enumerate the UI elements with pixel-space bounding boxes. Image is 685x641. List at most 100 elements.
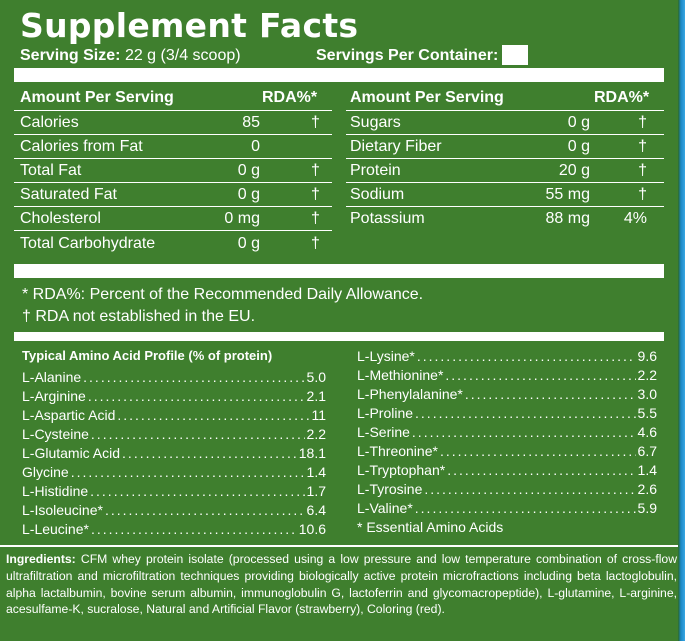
amino-row: L-Phenylalanine* 3.0 bbox=[357, 385, 657, 404]
amino-name: L-Valine* bbox=[357, 500, 413, 516]
amino-row: L-Lysine* 9.6 bbox=[357, 347, 657, 366]
leader-dots bbox=[122, 444, 297, 462]
nutrient-rda: † bbox=[311, 162, 320, 179]
nutrient-name: Calories bbox=[20, 114, 79, 131]
amino-name: L-Cysteine bbox=[22, 426, 89, 442]
amino-name: L-Tyrosine bbox=[357, 481, 423, 497]
leader-dots bbox=[465, 385, 636, 403]
amino-name: L-Isoleucine* bbox=[22, 502, 103, 518]
nutrient-amount: 55 mg bbox=[545, 186, 590, 203]
amino-row: Glycine 1.4 bbox=[22, 463, 326, 482]
leader-dots bbox=[105, 501, 305, 519]
amino-row: L-Glutamic Acid 18.1 bbox=[22, 444, 326, 463]
divider bbox=[346, 182, 664, 183]
amino-value: 1.4 bbox=[306, 464, 326, 480]
amino-row: L-Methionine* 2.2 bbox=[357, 366, 657, 385]
amino-value: 3.0 bbox=[637, 386, 657, 402]
amino-row: L-Threonine* 6.7 bbox=[357, 442, 657, 461]
ingredients-text: CFM whey protein isolate (processed usin… bbox=[6, 552, 678, 617]
leader-dots bbox=[83, 368, 304, 386]
divider bbox=[346, 206, 664, 207]
amino-row: L-Tryptophan* 1.4 bbox=[357, 461, 657, 480]
serving-size-label: Serving Size: bbox=[20, 47, 121, 64]
amino-row: L-Arginine 2.1 bbox=[22, 387, 326, 406]
leader-dots bbox=[90, 482, 304, 500]
leader-dots bbox=[424, 480, 635, 498]
amino-name: L-Tryptophan* bbox=[357, 462, 446, 478]
amino-value: 6.4 bbox=[306, 502, 326, 518]
serving-size: Serving Size: 22 g (3/4 scoop) bbox=[20, 47, 241, 65]
right-header-label: Amount Per Serving bbox=[350, 89, 504, 106]
leader-dots bbox=[117, 406, 309, 424]
amino-value: 10.6 bbox=[298, 521, 326, 537]
nutrient-amount: 0 g bbox=[237, 235, 260, 252]
nutrient-name: Total Fat bbox=[20, 162, 82, 179]
nutrient-name: Sodium bbox=[350, 186, 405, 203]
leader-dots bbox=[88, 387, 305, 405]
amino-row: L-Proline 5.5 bbox=[357, 404, 657, 423]
left-header-label: Amount Per Serving bbox=[20, 89, 174, 106]
amino-row: L-Histidine 1.7 bbox=[22, 482, 326, 501]
amino-name: Glycine bbox=[22, 464, 69, 480]
nutrient-name: Cholesterol bbox=[20, 210, 101, 227]
nutrient-amount: 85 bbox=[242, 114, 260, 131]
nutrient-name: Saturated Fat bbox=[20, 186, 117, 203]
amino-value: 2.1 bbox=[306, 388, 326, 404]
amino-row: L-Alanine 5.0 bbox=[22, 368, 326, 387]
nutrient-amount: 0 g bbox=[567, 138, 590, 155]
amino-name: L-Arginine bbox=[22, 388, 86, 404]
amino-row: L-Cysteine 2.2 bbox=[22, 425, 326, 444]
leader-dots bbox=[447, 461, 635, 479]
nutrient-amount: 20 g bbox=[558, 162, 590, 179]
serving-size-value: 22 g (3/4 scoop) bbox=[124, 47, 241, 64]
amino-value: 2.2 bbox=[637, 367, 657, 383]
leader-dots bbox=[417, 347, 636, 365]
nutrient-name: Dietary Fiber bbox=[350, 138, 442, 155]
divider bbox=[346, 158, 664, 159]
divider bbox=[14, 110, 332, 111]
leader-dots bbox=[415, 404, 636, 422]
amino-value: 1.7 bbox=[306, 483, 326, 499]
amino-value: 2.2 bbox=[306, 426, 326, 442]
amino-name: L-Phenylalanine* bbox=[357, 386, 463, 402]
amino-value: 5.0 bbox=[306, 369, 326, 385]
nutrient-name: Protein bbox=[350, 162, 401, 179]
amino-name: L-Methionine* bbox=[357, 367, 444, 383]
leader-dots bbox=[415, 499, 636, 517]
essential-amino-note: * Essential Amino Acids bbox=[357, 519, 504, 535]
amino-value: 6.7 bbox=[637, 443, 657, 459]
amino-value: 2.6 bbox=[637, 481, 657, 497]
divider bbox=[346, 134, 664, 135]
leader-dots bbox=[91, 520, 297, 538]
amino-name: L-Leucine* bbox=[22, 521, 89, 537]
amino-value: 4.6 bbox=[637, 424, 657, 440]
footnote-dagger: † RDA not established in the EU. bbox=[22, 308, 256, 325]
amino-name: L-Threonine* bbox=[357, 443, 438, 459]
amino-row: L-Valine* 5.9 bbox=[357, 499, 657, 518]
nutrient-amount: 0 g bbox=[237, 186, 260, 203]
nutrient-rda: † bbox=[638, 138, 647, 155]
middle-thick-bar bbox=[14, 264, 664, 278]
ingredients-label: Ingredients: bbox=[6, 552, 76, 566]
amino-row: L-Serine 4.6 bbox=[357, 423, 657, 442]
amino-row: L-Tyrosine 2.6 bbox=[357, 480, 657, 499]
amino-name: L-Proline bbox=[357, 405, 414, 421]
amino-name: L-Glutamic Acid bbox=[22, 445, 121, 461]
nutrient-name: Total Carbohydrate bbox=[20, 235, 156, 252]
leader-dots bbox=[91, 425, 305, 443]
nutrient-rda: † bbox=[638, 114, 647, 131]
amino-name: L-Histidine bbox=[22, 483, 89, 499]
page-edge-accent bbox=[678, 0, 685, 641]
amino-value: 9.6 bbox=[637, 348, 657, 364]
nutrient-name: Potassium bbox=[350, 210, 425, 227]
nutrient-rda: † bbox=[638, 186, 647, 203]
panel-title: Supplement Facts bbox=[20, 6, 359, 45]
leader-dots bbox=[445, 366, 635, 384]
divider bbox=[14, 230, 332, 231]
nutrient-amount: 0 g bbox=[567, 114, 590, 131]
nutrient-name: Calories from Fat bbox=[20, 138, 143, 155]
right-header-rda: RDA%* bbox=[594, 89, 650, 106]
leader-dots bbox=[412, 423, 636, 441]
nutrient-amount: 0 bbox=[251, 138, 260, 155]
